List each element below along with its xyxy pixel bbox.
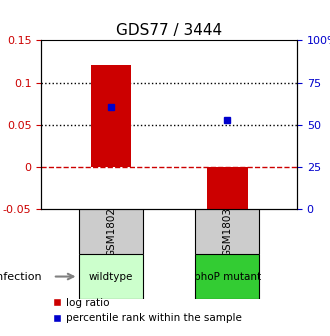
Text: infection: infection (0, 271, 41, 282)
FancyBboxPatch shape (79, 209, 143, 254)
FancyBboxPatch shape (195, 209, 259, 254)
Text: GSM1802: GSM1802 (106, 207, 116, 257)
Text: GSM1803: GSM1803 (222, 207, 232, 257)
Title: GDS77 / 3444: GDS77 / 3444 (116, 23, 222, 38)
FancyBboxPatch shape (79, 254, 143, 299)
Bar (207, 167, 248, 222)
FancyBboxPatch shape (195, 254, 259, 299)
Bar (91, 65, 131, 167)
Legend: log ratio, percentile rank within the sample: log ratio, percentile rank within the sa… (48, 294, 246, 327)
Text: phoP mutant: phoP mutant (194, 271, 261, 282)
Text: wildtype: wildtype (89, 271, 133, 282)
